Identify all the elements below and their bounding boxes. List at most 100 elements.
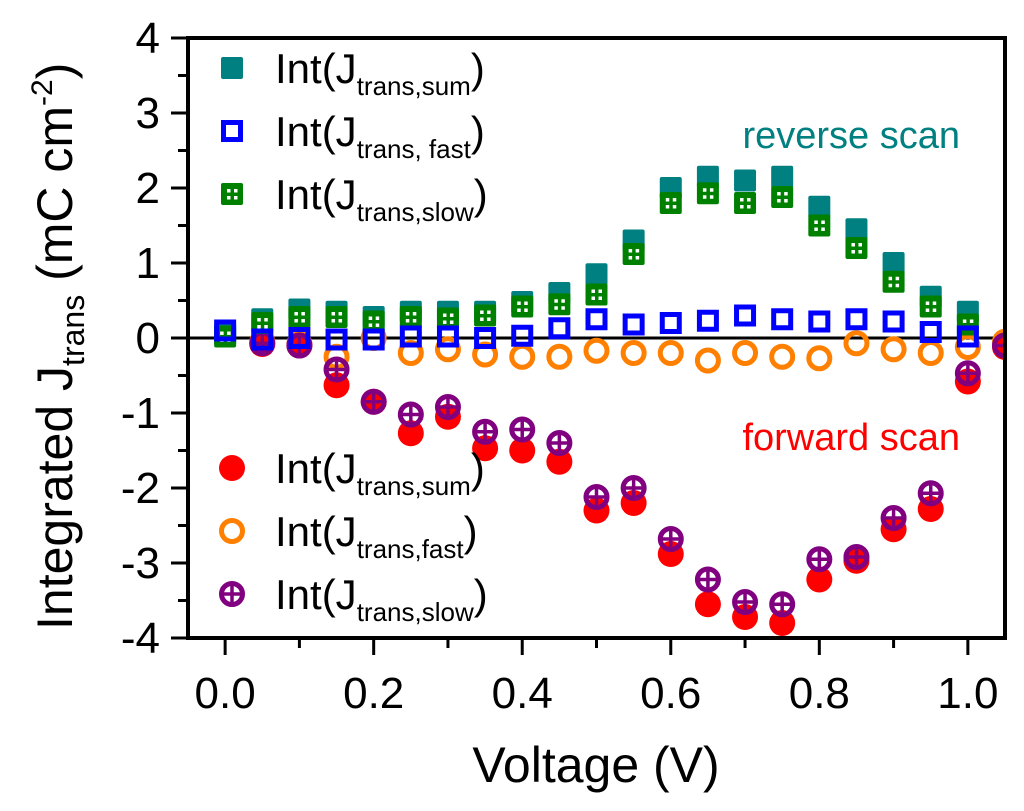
marker-shape [657, 340, 684, 366]
legend-marker [221, 120, 243, 142]
marker-hole [709, 195, 714, 199]
marker-shape [919, 295, 942, 318]
marker-hole [257, 318, 261, 322]
marker-shape [657, 526, 684, 552]
marker-hole [925, 308, 930, 312]
marker-shape [219, 518, 245, 544]
data-point [288, 306, 311, 328]
marker-hole [598, 296, 602, 300]
marker-shape [511, 324, 534, 347]
x-tick-label: 0.6 [640, 669, 701, 718]
marker-hole [234, 189, 238, 193]
data-point [657, 526, 684, 552]
data-point [397, 401, 424, 428]
legend-top-left: Int(Jtrans,sum) Int(Jtrans, fast) Int(Jtra… [221, 45, 488, 227]
data-point [769, 591, 796, 618]
plot-frame [186, 36, 1007, 640]
marker-shape [843, 330, 870, 357]
legend-label: Int(Jtrans,slow) [275, 171, 488, 227]
y-tick-label: 4 [136, 14, 160, 63]
y-tick-label: 2 [136, 164, 160, 213]
marker-hole [851, 243, 855, 247]
data-point [434, 394, 461, 420]
data-point [657, 340, 684, 366]
y-tick-label: -2 [121, 464, 160, 513]
marker-shape [659, 192, 682, 214]
marker-shape [548, 317, 571, 340]
marker-hole [301, 312, 305, 316]
data-point [620, 475, 647, 501]
data-point [546, 430, 573, 456]
annotation-forward-scan: forward scan [742, 417, 960, 459]
data-point [585, 263, 608, 286]
legend-entry: Int(Jtrans, fast) [221, 108, 485, 164]
marker-shape [622, 243, 645, 265]
data-point [694, 566, 721, 593]
data-point [620, 340, 647, 366]
data-point [509, 437, 536, 464]
legend-entry: Int(Jtrans,fast) [219, 508, 478, 564]
data-point [843, 544, 870, 570]
data-point [771, 186, 794, 208]
data-point [362, 328, 385, 351]
marker-shape [954, 360, 981, 387]
marker-shape [734, 304, 757, 327]
marker-shape [732, 340, 759, 366]
marker-hole [338, 319, 343, 323]
data-point [399, 325, 422, 348]
marker-hole [331, 319, 336, 323]
marker-shape [880, 505, 907, 531]
marker-hole [227, 189, 231, 193]
x-tick-label: 1.0 [937, 669, 998, 718]
marker-hole [635, 249, 640, 253]
marker-hole [338, 312, 343, 316]
data-point [734, 169, 757, 192]
marker-hole [227, 331, 231, 335]
marker-shape [694, 591, 721, 618]
data-point [956, 325, 979, 348]
marker-hole [234, 196, 238, 200]
legend-entry: Int(Jtrans,slow) [219, 571, 488, 627]
marker-hole [814, 220, 818, 224]
data-point [769, 610, 796, 636]
data-point [659, 312, 682, 334]
marker-hole [257, 325, 261, 329]
data-point [992, 332, 1005, 359]
marker-shape [583, 337, 610, 364]
marker-hole [331, 312, 336, 316]
marker-shape [806, 546, 833, 573]
data-point [436, 307, 459, 330]
marker-shape [511, 295, 534, 318]
marker-shape [434, 336, 461, 363]
data-point [399, 306, 422, 328]
data-point [323, 356, 350, 383]
marker-shape [806, 345, 833, 372]
data-point [696, 309, 719, 332]
marker-shape [509, 437, 536, 464]
data-point [806, 546, 833, 573]
data-point [694, 591, 721, 618]
marker-hole [294, 312, 298, 316]
marker-hole [405, 312, 410, 316]
marker-shape [882, 252, 905, 274]
x-tick-label: 0.8 [789, 669, 850, 718]
data-point [585, 308, 608, 331]
legend-marker [221, 57, 243, 79]
data-point [434, 336, 461, 363]
data-point [771, 165, 794, 188]
data-point [436, 325, 459, 348]
marker-hole [858, 243, 862, 247]
marker-hole [517, 308, 521, 312]
marker-hole [368, 316, 373, 320]
data-point [808, 214, 831, 237]
marker-shape [399, 306, 422, 328]
data-point [251, 328, 274, 351]
marker-shape [399, 325, 422, 348]
marker-shape [214, 319, 237, 342]
marker-shape [585, 283, 608, 306]
marker-hole [591, 296, 595, 300]
annotation-reverse-scan: reverse scan [742, 115, 960, 157]
data-point [769, 343, 796, 370]
data-point [845, 237, 868, 259]
marker-hole [747, 198, 751, 202]
